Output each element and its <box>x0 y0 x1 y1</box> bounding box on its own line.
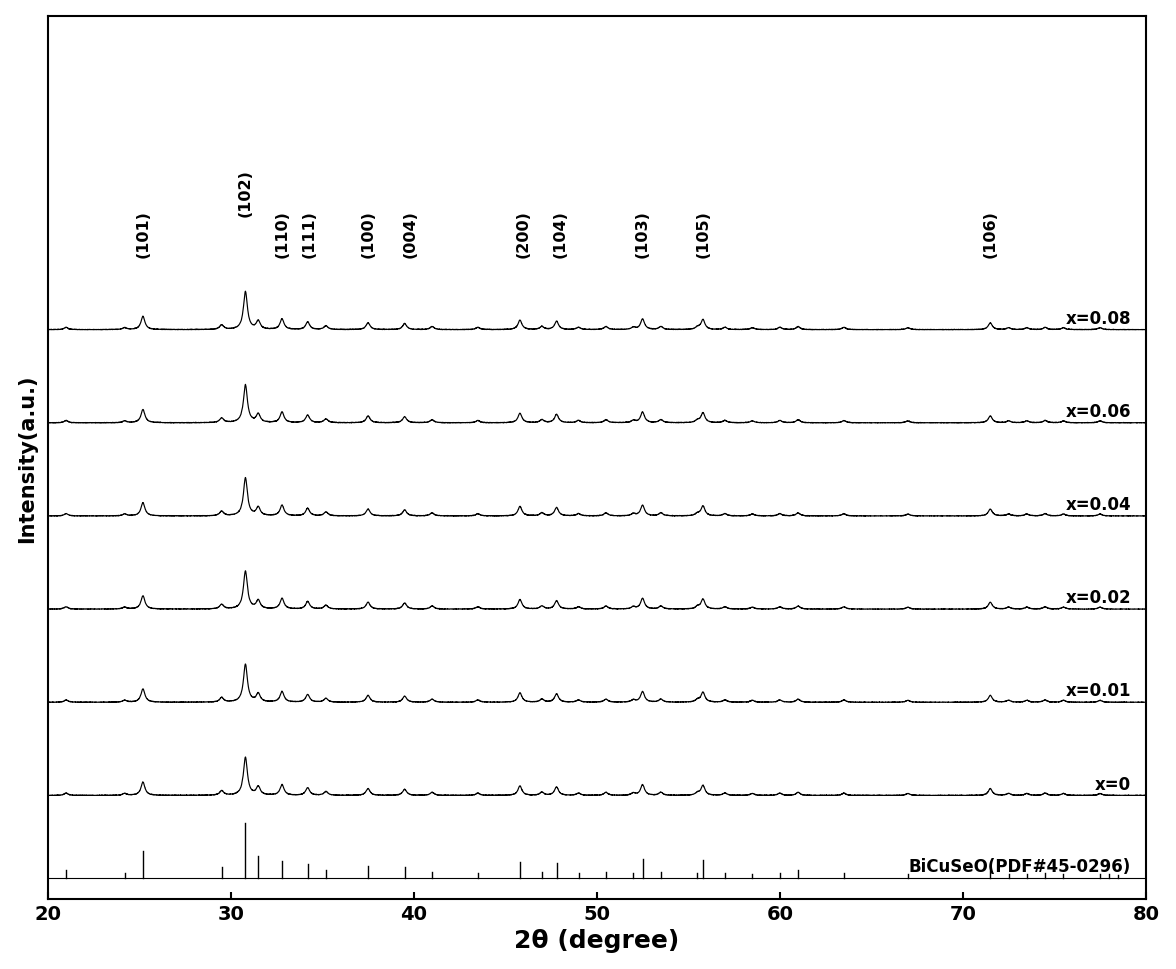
Text: (200): (200) <box>516 210 532 258</box>
Text: (110): (110) <box>274 210 289 258</box>
Text: (101): (101) <box>135 210 151 258</box>
Text: (106): (106) <box>983 210 997 258</box>
Text: (100): (100) <box>361 210 375 258</box>
Text: (103): (103) <box>635 210 650 258</box>
Text: x=0.01: x=0.01 <box>1065 682 1131 700</box>
Text: (102): (102) <box>238 169 253 216</box>
Text: x=0: x=0 <box>1095 775 1131 793</box>
Text: BiCuSeO(PDF#45-0296): BiCuSeO(PDF#45-0296) <box>909 857 1131 875</box>
Text: x=0.02: x=0.02 <box>1065 589 1131 607</box>
Text: x=0.08: x=0.08 <box>1065 309 1131 328</box>
Text: (105): (105) <box>695 210 710 258</box>
Text: x=0.06: x=0.06 <box>1065 402 1131 421</box>
Text: x=0.04: x=0.04 <box>1065 496 1131 514</box>
Text: (104): (104) <box>553 210 568 258</box>
Text: (111): (111) <box>302 210 318 258</box>
Y-axis label: Intensity(a.u.): Intensity(a.u.) <box>16 374 36 542</box>
X-axis label: 2θ (degree): 2θ (degree) <box>514 928 680 953</box>
Text: (004): (004) <box>402 210 417 258</box>
